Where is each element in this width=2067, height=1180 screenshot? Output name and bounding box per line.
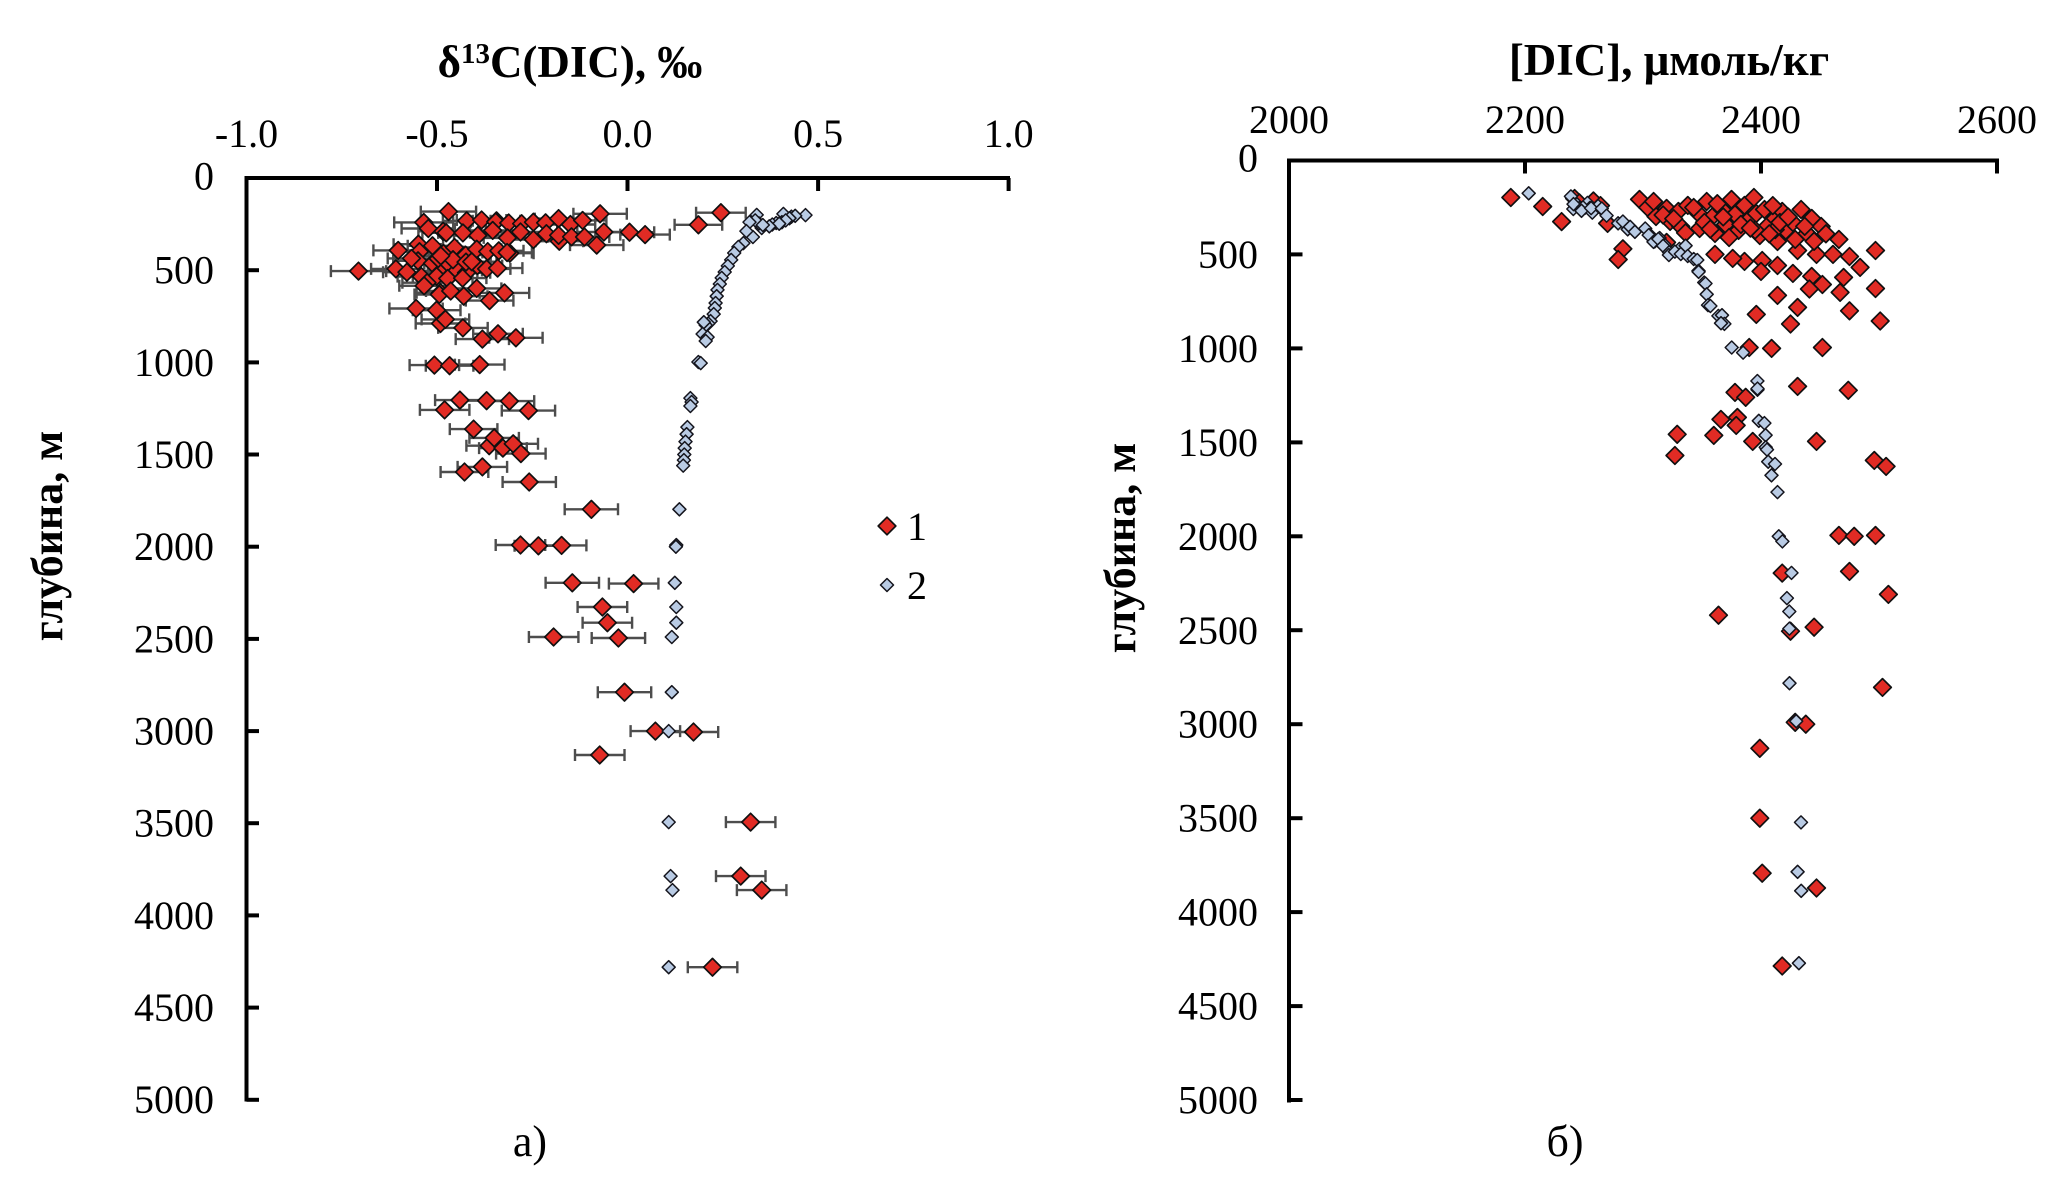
svg-text:2400: 2400 <box>1721 97 1801 142</box>
svg-text:1000: 1000 <box>1178 326 1258 371</box>
svg-text:4000: 4000 <box>134 893 214 938</box>
svg-text:б): б) <box>1546 1117 1583 1166</box>
svg-text:4000: 4000 <box>1178 890 1258 935</box>
svg-text:[DIC], μмоль/кг: [DIC], μмоль/кг <box>1509 35 1829 85</box>
svg-text:2500: 2500 <box>134 616 214 661</box>
svg-text:0.0: 0.0 <box>603 111 653 156</box>
svg-text:2: 2 <box>907 563 927 608</box>
svg-text:5000: 5000 <box>134 1077 214 1122</box>
svg-text:2600: 2600 <box>1957 97 2037 142</box>
svg-text:3000: 3000 <box>1178 702 1258 747</box>
svg-text:глубина, м: глубина, м <box>23 431 72 642</box>
svg-text:500: 500 <box>1198 232 1258 277</box>
svg-text:0: 0 <box>194 154 214 199</box>
svg-text:-0.5: -0.5 <box>405 111 468 156</box>
svg-text:глубина, м: глубина, м <box>1096 443 1145 654</box>
svg-text:δ13C(DIC), ‰: δ13C(DIC), ‰ <box>438 37 703 87</box>
svg-text:1500: 1500 <box>134 432 214 477</box>
svg-text:2500: 2500 <box>1178 608 1258 653</box>
svg-text:3000: 3000 <box>134 709 214 754</box>
svg-text:5000: 5000 <box>1178 1078 1258 1123</box>
svg-text:2000: 2000 <box>1178 514 1258 559</box>
svg-text:1.0: 1.0 <box>984 111 1034 156</box>
svg-text:1500: 1500 <box>1178 420 1258 465</box>
svg-text:1: 1 <box>907 504 927 549</box>
svg-text:4500: 4500 <box>134 985 214 1030</box>
svg-text:3500: 3500 <box>134 801 214 846</box>
svg-text:0.5: 0.5 <box>793 111 843 156</box>
svg-text:а): а) <box>513 1117 547 1166</box>
svg-text:2000: 2000 <box>1249 97 1329 142</box>
svg-text:-1.0: -1.0 <box>215 111 278 156</box>
svg-text:2000: 2000 <box>134 524 214 569</box>
svg-text:4500: 4500 <box>1178 984 1258 1029</box>
svg-text:3500: 3500 <box>1178 796 1258 841</box>
svg-text:1000: 1000 <box>134 340 214 385</box>
svg-text:500: 500 <box>154 248 214 293</box>
svg-text:2200: 2200 <box>1485 97 1565 142</box>
svg-text:0: 0 <box>1238 136 1258 181</box>
